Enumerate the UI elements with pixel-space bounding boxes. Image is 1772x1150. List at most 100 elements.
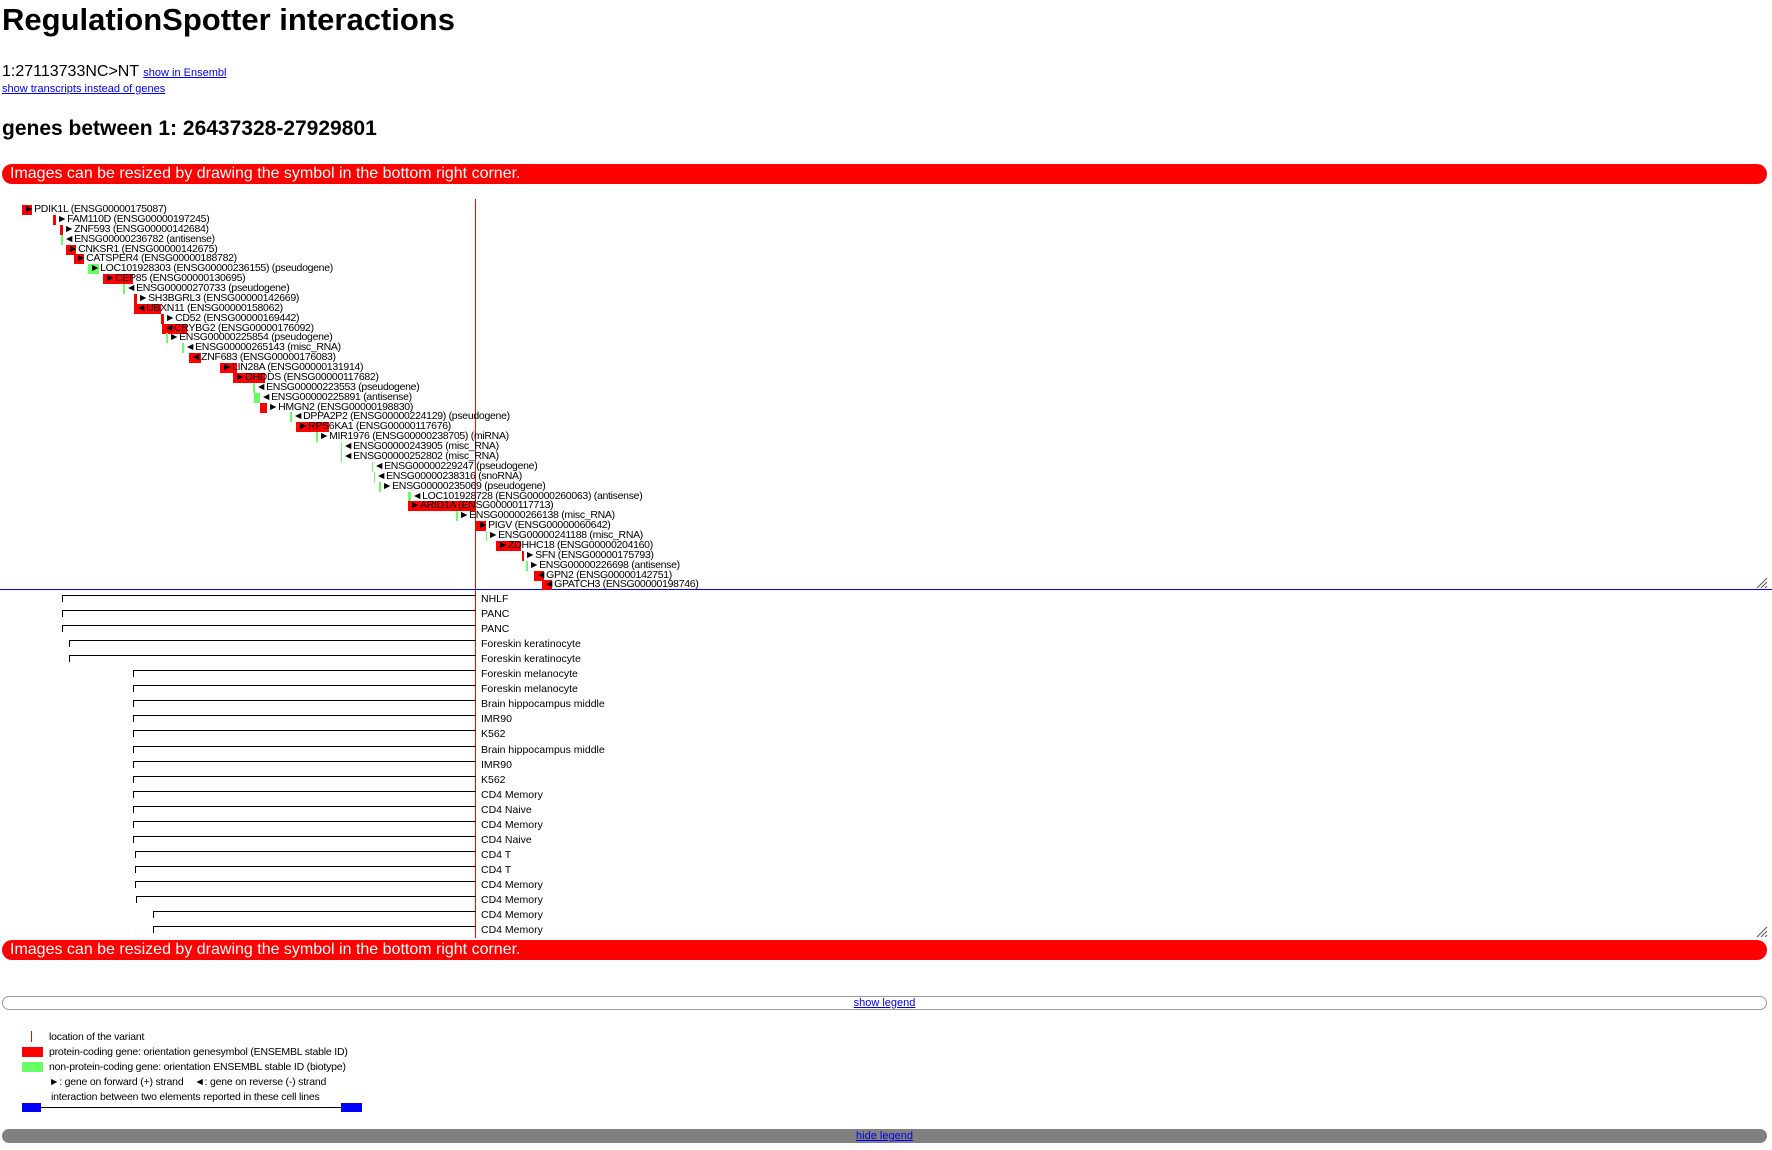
resize-handle-icon[interactable] [1754, 575, 1768, 589]
cell-line-row: CD4 Memory [0, 908, 600, 923]
gene-label: ►ARID1A (ENSG00000117713) [410, 499, 554, 512]
cell-line-row: K562 [0, 727, 600, 742]
cell-line-row: CD4 Memory [0, 893, 600, 908]
cell-line-row: CD4 T [0, 863, 600, 878]
show-transcripts-link[interactable]: show transcripts instead of genes [2, 83, 166, 95]
non-coding-gene-mark [341, 442, 342, 453]
protein-coding-gene-mark [522, 550, 524, 561]
cell-line-row: CD4 Memory [0, 818, 600, 833]
protein-coding-gene-mark [260, 402, 267, 413]
interaction-bracket [153, 926, 476, 934]
gene-label: ◄DPPA2P2 (ENSG00000224129) (pseudogene) [293, 410, 510, 423]
gene-label: ►ENSG00000241188 (misc_RNA) [488, 529, 644, 542]
cell-line-row: NHLF [0, 592, 600, 607]
gene-row: ►HMGN2 (ENSG00000198830) [0, 400, 900, 413]
interaction-bracket [133, 685, 476, 693]
gene-row: ◄DPPA2P2 (ENSG00000224129) (pseudogene) [0, 410, 900, 423]
cell-line-label: Brain hippocampus middle [481, 743, 605, 756]
resize-note-banner: Images can be resized by drawing the sym… [2, 164, 1767, 184]
gene-label: ◄ENSG00000229247 (pseudogene) [374, 459, 538, 472]
non-coding-gene-mark [456, 511, 458, 522]
cell-line-label: CD4 Memory [481, 894, 543, 906]
cell-line-label: CD4 T [481, 848, 512, 861]
gene-label: ◄GPATCH3 (ENSG00000198746) [544, 578, 699, 590]
non-coding-gene-mark [290, 412, 292, 423]
gene-label: ►ZNF593 (ENSG00000142684) [64, 222, 209, 235]
gene-label: ►CD52 (ENSG00000169442) [165, 311, 300, 324]
cell-line-label: Foreskin keratinocyte [481, 653, 581, 666]
non-coding-gene-mark [123, 284, 125, 295]
cell-line-label: CD4 Memory [481, 818, 543, 831]
hide-legend-link[interactable]: hide legend [856, 1130, 913, 1142]
gene-row: ►PDIK1L (ENSG00000175087) [0, 204, 900, 215]
interaction-bracket [62, 610, 476, 618]
gene-label: ◄UBXN11 (ENSG00000158062) [136, 301, 283, 314]
gene-row: ►ARID1A (ENSG00000117713) [0, 499, 900, 512]
gene-label: ►HMGN2 (ENSG00000198830) [268, 400, 414, 413]
gene-row: ►CNKSR1 (ENSG00000142675) [0, 242, 900, 255]
gene-row: ►DHDDS (ENSG00000117682) [0, 371, 900, 383]
variant-location-line [475, 199, 476, 590]
protein-coding-gene-mark [220, 363, 237, 374]
variant-id: 1:27113733NC>NT [2, 63, 139, 80]
interaction-bracket [133, 730, 476, 738]
cell-line-label: CD4 Naive [481, 833, 532, 846]
protein-coding-gene-mark [189, 353, 201, 364]
cell-line-row: Foreskin keratinocyte [0, 637, 600, 652]
legend-interaction-row: interaction between two elements reporte… [20, 1091, 362, 1116]
cell-line-label: CD4 Memory [481, 909, 543, 922]
legend-variant-text: location of the variant [49, 1031, 145, 1043]
gene-label: ◄CRYBG2 (ENSG00000176092) [164, 321, 314, 334]
gene-row: ►ENSG00000225854 (pseudogene) [0, 331, 900, 344]
interaction-swatch-right [341, 1103, 362, 1112]
gene-row: ►ENSG00000235069 (pseudogene) [0, 479, 900, 492]
cell-line-label: IMR90 [481, 713, 512, 726]
gene-row: ◄CRYBG2 (ENSG00000176092) [0, 321, 900, 334]
gene-row: ►ENSG00000226698 (antisense) [0, 558, 900, 571]
legend: location of the variant protein-coding g… [20, 1030, 420, 1120]
genes-heading: genes between 1: 26437328-27929801 [2, 117, 377, 140]
gene-row: ◄ENSG00000229247 (pseudogene) [0, 459, 900, 472]
cell-line-row: PANC [0, 607, 600, 622]
legend-interaction-text: interaction between two elements reporte… [51, 1091, 320, 1103]
resize-handle-icon[interactable] [1754, 924, 1768, 938]
cell-line-label: CD4 Memory [481, 878, 543, 891]
gene-label: ►CNKSR1 (ENSG00000142675) [68, 242, 218, 255]
show-in-ensembl-link[interactable]: show in Ensembl [143, 67, 227, 79]
gene-label: ◄ENSG00000223553 (pseudogene) [256, 380, 420, 393]
cell-line-row: IMR90 [0, 712, 600, 727]
gene-label: ►ENSG00000226698 (antisense) [529, 558, 680, 571]
gene-row: ►SFN (ENSG00000175793) [0, 549, 900, 561]
protein-coding-gene-mark [53, 214, 56, 225]
interaction-bracket [133, 700, 476, 708]
gene-label: ►ENSG00000225854 (pseudogene) [169, 331, 333, 344]
cell-line-row: CD4 Memory [0, 923, 600, 938]
gene-row: ◄GPN2 (ENSG00000142751) [0, 568, 900, 581]
gene-row: ►ENSG00000266138 (misc_RNA) [0, 510, 900, 522]
cell-line-label: PANC [481, 608, 510, 621]
interaction-bracket [135, 880, 476, 888]
cell-line-row: Foreskin melanocyte [0, 682, 600, 697]
show-legend-link[interactable]: show legend [853, 997, 916, 1009]
protein-coding-gene-mark [296, 422, 329, 433]
cell-line-row: PANC [0, 622, 600, 637]
gene-label: ◄ENSG00000238316 (snoRNA) [376, 469, 522, 482]
gene-row: ◄GPATCH3 (ENSG00000198746) [0, 578, 900, 590]
gene-label: ►ENSG00000235069 (pseudogene) [382, 479, 546, 492]
protein-coding-gene-mark [162, 323, 187, 334]
hide-legend-bar: hide legend [2, 1129, 1767, 1143]
gene-label: ►FAM110D (ENSG00000197245) [57, 212, 210, 225]
gene-label: ►CATSPER4 (ENSG00000188782) [76, 252, 237, 265]
gene-row: ►LIN28A (ENSG00000131914) [0, 362, 900, 374]
interaction-bracket [153, 911, 476, 919]
gene-row: ◄LOC101928728 (ENSG00000260063) (antisen… [0, 490, 900, 502]
gene-label: ◄GPN2 (ENSG00000142751) [536, 568, 672, 581]
cell-line-label: NHLF [481, 593, 509, 605]
interaction-bracket [69, 640, 476, 648]
cell-line-label: Foreskin keratinocyte [481, 638, 581, 651]
protein-coding-gene-mark [66, 244, 76, 255]
gene-label: ►RPS6KA1 (ENSG00000117676) [298, 420, 451, 433]
gene-row: ►CEP85 (ENSG00000130695) [0, 273, 900, 285]
panel-divider [0, 589, 1772, 590]
protein-coding-gene-mark [60, 224, 63, 235]
